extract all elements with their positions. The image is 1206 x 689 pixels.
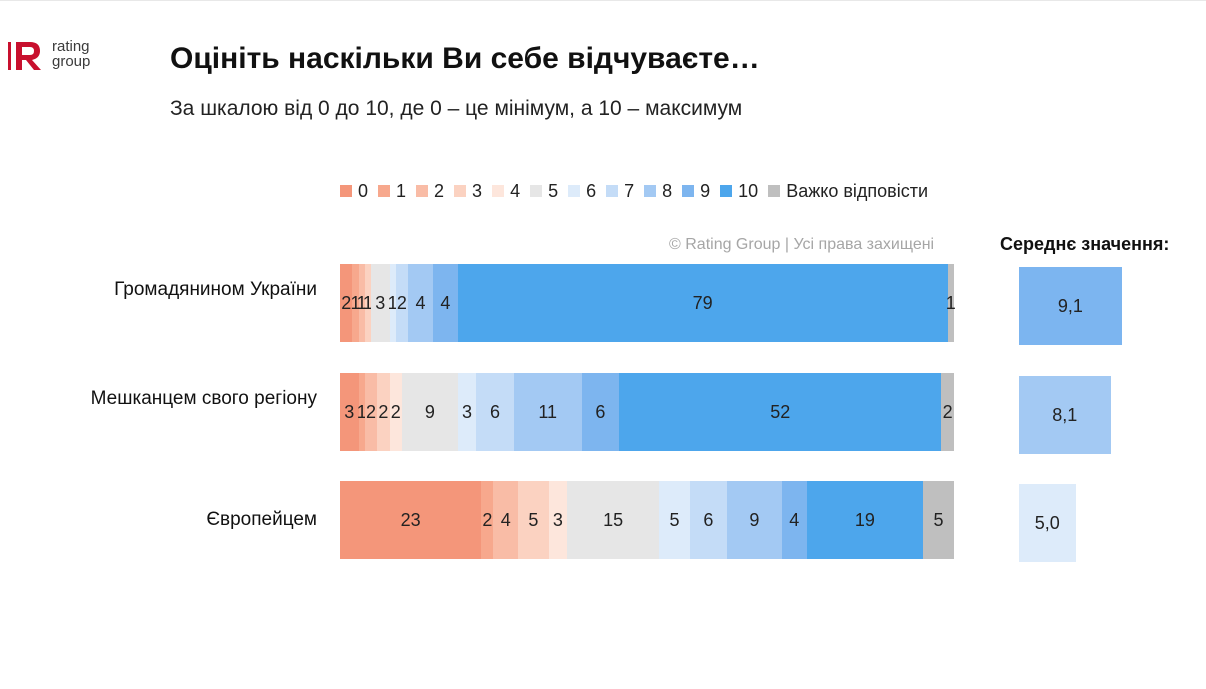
legend-label-6: 6	[586, 180, 597, 201]
legend-item-6: 6	[568, 181, 596, 202]
bar-segment-0-2: 1	[357, 264, 367, 342]
bar-row-1: 3 1 2 2 2 9 3 6 11 6 52 2	[340, 373, 954, 451]
bar-segment-2-9: 4	[781, 481, 807, 559]
logo-word-group: group	[52, 53, 91, 70]
bar-segment-1-9: 6	[581, 373, 619, 451]
legend-item-11: Важко відповісти	[768, 181, 928, 202]
legend-item-9: 9	[682, 181, 710, 202]
bar-segment-1-8: 11	[513, 373, 582, 451]
legend-swatch-1	[378, 185, 391, 197]
bar-segment-2-6: 5	[659, 481, 690, 559]
legend-swatch-2	[416, 185, 429, 197]
legend-item-10: 10	[720, 181, 758, 202]
legend-label-0: 0	[358, 180, 369, 201]
bar-segment-2-1: 2	[481, 481, 494, 559]
legend-item-4: 4	[492, 181, 520, 202]
bar-segment-1-0: 3	[340, 373, 359, 451]
bar-segment-0-9: 4	[432, 264, 458, 342]
legend-label-3: 3	[472, 180, 483, 201]
legend-label-1: 1	[396, 180, 407, 201]
bar-segment-2-8: 9	[726, 481, 782, 559]
chart-title: Оцініть наскільки Ви себе відчуваєте…	[170, 42, 760, 75]
bar-segment-2-7: 6	[689, 481, 727, 559]
bar-segment-2-4: 3	[548, 481, 568, 559]
legend-swatch-6	[568, 185, 581, 197]
copyright-note: © Rating Group | Усі права захищені	[669, 236, 935, 253]
bar-segment-1-2: 2	[364, 373, 378, 451]
legend-label-7: 7	[624, 180, 635, 201]
bar-segment-2-2: 4	[493, 481, 519, 559]
bar-segment-1-4: 2	[389, 373, 402, 451]
legend-item-3: 3	[454, 181, 482, 202]
legend-swatch-10	[720, 185, 733, 197]
legend-swatch-7	[606, 185, 619, 197]
bar-segment-1-3: 2	[377, 373, 390, 451]
category-label-2: Європейцем	[206, 509, 317, 530]
bar-segment-0-1: 1	[350, 264, 361, 342]
bar-segment-0-10: 79	[457, 264, 948, 342]
legend-swatch-8	[644, 185, 657, 197]
legend-swatch-4	[492, 185, 505, 197]
bar-segment-0-8: 4	[408, 264, 433, 342]
mean-value-heading: Середнє значення:	[1000, 234, 1170, 254]
legend-item-7: 7	[606, 181, 634, 202]
legend-item-2: 2	[416, 181, 444, 202]
legend-swatch-11	[768, 185, 781, 197]
bar-segment-1-10: 52	[618, 373, 942, 451]
bar-row-0: 2 1 1 1 3 1 2 4 4 79 1	[340, 264, 956, 342]
mean-value-box-2: 5,0	[1019, 484, 1076, 562]
chart-subtitle: За шкалою від 0 до 10, де 0 – це мінімум…	[170, 97, 743, 120]
mean-value-box-0: 9,1	[1019, 267, 1122, 345]
bar-segment-2-11: 5	[923, 481, 954, 559]
legend-label-8: 8	[662, 180, 673, 201]
bar-segment-2-10: 19	[806, 481, 924, 559]
legend-label-2: 2	[434, 180, 445, 201]
bar-segment-0-5: 3	[370, 264, 390, 342]
legend-label-11: Важко відповісти	[786, 180, 929, 201]
bar-segment-0-11: 1	[946, 264, 956, 342]
bar-segment-1-5: 9	[401, 373, 458, 451]
legend-item-8: 8	[644, 181, 672, 202]
bar-segment-1-1: 1	[357, 373, 367, 451]
legend-label-9: 9	[700, 180, 711, 201]
legend-item-1: 1	[378, 181, 406, 202]
legend-swatch-9	[682, 185, 695, 197]
bar-segment-2-5: 15	[567, 481, 660, 559]
mean-value-box-1: 8,1	[1019, 376, 1111, 454]
legend-swatch-0	[340, 185, 352, 197]
bar-segment-1-7: 6	[476, 373, 514, 451]
bar-segment-0-0: 2	[340, 264, 353, 342]
bar-segment-2-3: 5	[518, 481, 549, 559]
legend-item-5: 5	[530, 181, 558, 202]
legend-item-0: 0	[340, 181, 368, 202]
bar-segment-0-6: 1	[388, 264, 398, 342]
legend-swatch-3	[454, 185, 467, 197]
logo-word-rating: rating	[52, 38, 90, 55]
chart-legend: 0 1 2 3 4 5 6 7 8 9 10 Важко відповісти	[340, 179, 938, 203]
legend-label-4: 4	[510, 180, 521, 201]
bar-segment-0-3: 1	[363, 264, 373, 342]
bar-segment-1-6: 3	[457, 373, 477, 451]
bar-row-2: 23 2 4 5 3 15 5 6 9 4 19 5	[340, 481, 954, 559]
bar-segment-2-0: 23	[340, 481, 482, 559]
rating-logo-mark-icon	[8, 42, 41, 70]
legend-label-10: 10	[738, 180, 759, 201]
top-divider	[0, 0, 1206, 1]
rating-group-logo: rating group	[8, 38, 108, 74]
bar-segment-1-11: 2	[941, 373, 954, 451]
legend-label-5: 5	[548, 180, 559, 201]
category-label-0: Громадянином України	[114, 279, 317, 300]
category-label-1: Мешканцем свого регіону	[90, 388, 317, 409]
legend-swatch-5	[530, 185, 543, 197]
bar-segment-0-7: 2	[395, 264, 409, 342]
